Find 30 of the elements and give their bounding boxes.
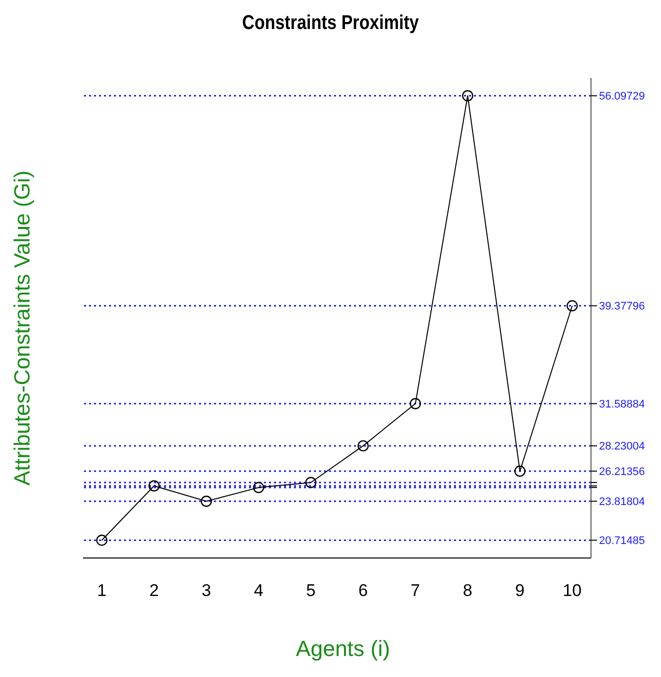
y-tick-label: 56.09729 — [599, 90, 645, 103]
y-tick-label: 23.81804 — [599, 496, 645, 508]
y-tick-label: 28.23004 — [599, 440, 645, 453]
point — [410, 398, 421, 410]
y-axis-title: Attributes-Constraints Value (Gi) — [10, 170, 36, 486]
point — [358, 440, 369, 452]
x-tick-label: 8 — [462, 581, 472, 600]
x-tick-label: 2 — [149, 581, 159, 600]
x-tick-label: 7 — [410, 581, 420, 600]
x-axis-title: Agents (i) — [294, 636, 392, 662]
chart-title: Constraints Proximity — [241, 12, 420, 35]
y-tick-label: 31.58884 — [599, 398, 645, 411]
x-tick-label: 5 — [306, 581, 316, 600]
point — [253, 482, 264, 494]
point — [305, 476, 316, 488]
point — [200, 496, 212, 507]
y-tick-label: 20.71485 — [599, 535, 645, 548]
x-tick-label: 4 — [254, 581, 264, 600]
y-tick-label: 26.21356 — [599, 466, 645, 478]
x-tick-label: 3 — [202, 581, 212, 600]
x-tick-label: 1 — [97, 581, 107, 600]
point — [148, 480, 160, 492]
point — [96, 534, 108, 546]
point — [566, 300, 578, 312]
y-tick-label: 39.37796 — [599, 300, 645, 313]
point — [514, 466, 526, 477]
point — [462, 90, 474, 102]
x-tick-label: 6 — [358, 581, 368, 600]
x-tick-label: 9 — [515, 581, 525, 600]
x-tick-label: 10 — [562, 581, 582, 600]
